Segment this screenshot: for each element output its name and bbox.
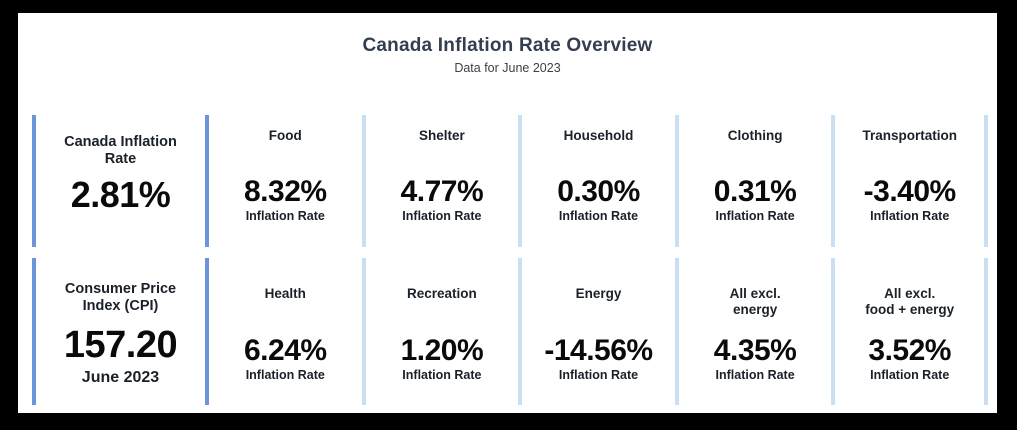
kpi-grid: Canada Inflation Rate 2.81% Food 8.32% I… xyxy=(32,115,988,405)
stat-title: Clothing xyxy=(727,128,783,143)
stat-value: 0.31% xyxy=(713,174,797,208)
stat-value: -14.56% xyxy=(544,333,653,367)
stat-title: Health xyxy=(264,286,306,301)
stat-label: Inflation Rate xyxy=(870,209,950,223)
stat-card-household: Household 0.30% Inflation Rate xyxy=(518,115,675,247)
stat-label: Inflation Rate xyxy=(558,209,639,223)
stat-title: Shelter xyxy=(419,128,465,143)
stat-card-shelter: Shelter 4.77% Inflation Rate xyxy=(361,115,519,247)
stat-label: Inflation Rate xyxy=(715,209,795,223)
kpi-caption: June 2023 xyxy=(81,369,160,387)
stat-card-energy: Energy -14.56% Inflation Rate xyxy=(518,258,675,405)
kpi-card-canada-inflation-rate: Canada Inflation Rate 2.81% xyxy=(32,115,205,247)
stat-value: 8.32% xyxy=(244,174,327,208)
stat-card-transportation: Transportation -3.40% Inflation Rate xyxy=(831,115,988,247)
stat-card-clothing: Clothing 0.31% Inflation Rate xyxy=(674,115,832,247)
stat-card-recreation: Recreation 1.20% Inflation Rate xyxy=(361,258,519,405)
stat-title: Transportation xyxy=(862,128,957,143)
stat-card-health: Health 6.24% Inflation Rate xyxy=(205,258,362,405)
stat-card-all-excl-energy: All excl. energy 4.35% Inflation Rate xyxy=(674,258,832,405)
stat-value: 1.20% xyxy=(400,333,484,367)
dashboard-header: Canada Inflation Rate Overview Data for … xyxy=(18,35,997,75)
stat-card-food: Food 8.32% Inflation Rate xyxy=(205,115,362,247)
stat-title: Household xyxy=(563,128,634,143)
stat-label: Inflation Rate xyxy=(715,368,795,382)
dashboard-canvas: Canada Inflation Rate Overview Data for … xyxy=(18,13,997,413)
stat-value: 0.30% xyxy=(557,174,640,208)
stat-title: All excl. food + energy xyxy=(865,286,955,317)
kpi-title: Canada Inflation Rate xyxy=(64,134,177,168)
stat-label: Inflation Rate xyxy=(558,368,639,382)
kpi-value: 2.81% xyxy=(70,174,171,216)
page-title: Canada Inflation Rate Overview xyxy=(362,35,653,56)
stat-label: Inflation Rate xyxy=(402,368,482,382)
stat-title: Food xyxy=(268,128,302,143)
stat-value: 4.35% xyxy=(713,333,797,367)
kpi-card-consumer-price-index: Consumer Price Index (CPI) 157.20 June 2… xyxy=(32,258,205,405)
stat-card-all-excl-food-energy: All excl. food + energy 3.52% Inflation … xyxy=(831,258,988,405)
stat-label: Inflation Rate xyxy=(402,209,482,223)
stat-value: 4.77% xyxy=(400,174,484,208)
kpi-title: Consumer Price Index (CPI) xyxy=(64,281,177,315)
stat-value: 3.52% xyxy=(868,333,951,367)
stat-title: Recreation xyxy=(407,286,477,301)
page-subtitle: Data for June 2023 xyxy=(454,60,561,75)
stat-label: Inflation Rate xyxy=(245,209,325,223)
kpi-value: 157.20 xyxy=(63,324,178,367)
stat-value: 6.24% xyxy=(244,333,327,367)
stat-label: Inflation Rate xyxy=(245,368,325,382)
stat-title: Energy xyxy=(575,286,622,301)
stat-value: -3.40% xyxy=(863,174,957,208)
stat-title: All excl. energy xyxy=(729,286,781,317)
stat-label: Inflation Rate xyxy=(870,368,950,382)
